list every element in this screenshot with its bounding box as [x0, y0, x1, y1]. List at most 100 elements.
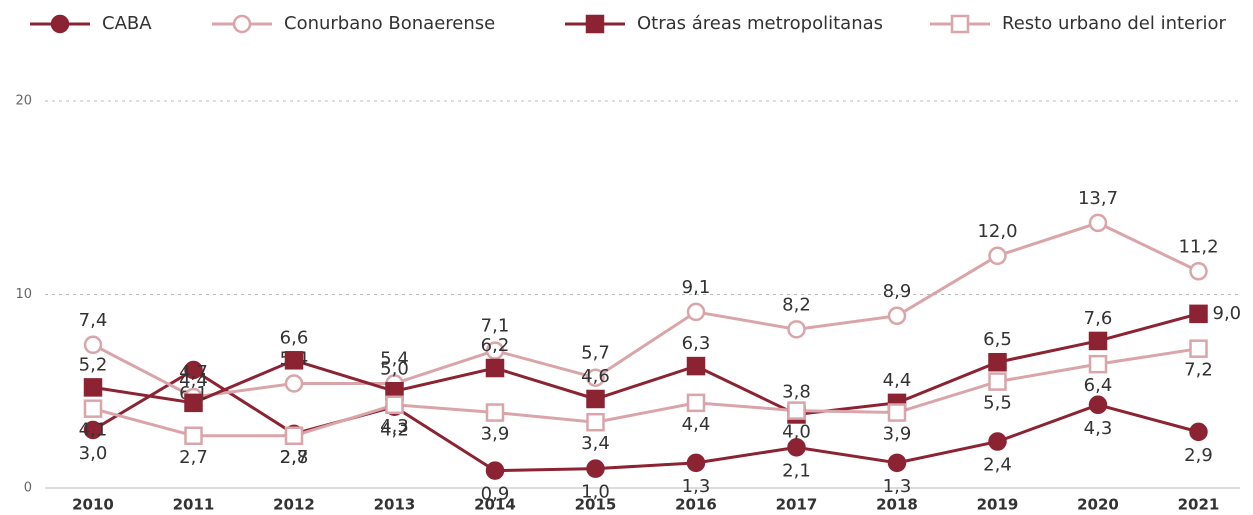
- x-tick-label: 2011: [173, 496, 215, 514]
- data-label: 7,6: [1084, 308, 1113, 329]
- data-point: [1088, 213, 1108, 233]
- data-point: [184, 426, 203, 446]
- legend-marker: [950, 14, 970, 34]
- data-label: 5,2: [79, 354, 108, 375]
- data-label: 2,1: [782, 460, 811, 481]
- data-label: 4,4: [682, 414, 711, 435]
- series-line: [92, 368, 1199, 473]
- data-label: 1,0: [581, 482, 610, 503]
- legend-marker: [50, 14, 70, 34]
- data-point: [586, 368, 605, 387]
- data-point: [83, 335, 103, 355]
- x-tick-label: 2021: [1178, 496, 1220, 514]
- data-label: 5,5: [983, 393, 1012, 414]
- data-label: 7,4: [79, 310, 108, 331]
- data-label: 4,3: [380, 416, 409, 437]
- data-point: [83, 399, 103, 418]
- data-point: [284, 426, 304, 446]
- data-point: [887, 306, 907, 326]
- data-label: 12,0: [977, 221, 1017, 242]
- y-tick-label: 0: [24, 481, 32, 496]
- data-label: 11,2: [1178, 236, 1218, 257]
- x-tick-label: 2014: [474, 496, 516, 514]
- data-label: 8,2: [782, 294, 811, 315]
- legend-label: Conurbano Bonaerense: [284, 13, 495, 34]
- data-point: [887, 403, 907, 422]
- data-label: 2,7: [179, 447, 208, 468]
- data-point: [485, 341, 505, 360]
- data-point: [1189, 339, 1208, 358]
- data-label: 8,9: [883, 281, 912, 302]
- data-label: 3,8: [782, 381, 811, 402]
- data-label: 4,7: [179, 362, 208, 383]
- data-label: 4,6: [581, 366, 610, 387]
- data-point: [83, 420, 103, 440]
- data-label: 3,9: [481, 424, 510, 445]
- data-label: 1,3: [682, 476, 711, 497]
- data-point: [1088, 354, 1108, 374]
- x-tick-label: 2013: [374, 496, 416, 514]
- data-point: [1189, 262, 1208, 281]
- data-point: [887, 453, 907, 473]
- data-label: 6,2: [481, 335, 510, 356]
- x-tick-label: 2018: [876, 496, 918, 514]
- data-label: 7,2: [1184, 360, 1213, 381]
- data-label: 1,3: [883, 476, 912, 497]
- x-tick-label: 2012: [273, 496, 315, 514]
- x-tick-label: 2010: [72, 496, 114, 514]
- x-tick-label: 2020: [1077, 496, 1119, 514]
- legend-label: Resto urbano del interior: [1002, 13, 1227, 34]
- data-label: 6,3: [682, 333, 711, 354]
- data-point: [686, 453, 706, 473]
- data-label: 5,0: [380, 358, 409, 379]
- data-label: 2,7: [280, 447, 309, 468]
- data-point: [686, 302, 706, 322]
- y-tick-label: 10: [15, 287, 32, 302]
- data-label: 4,4: [179, 370, 208, 391]
- data-point: [184, 393, 203, 413]
- data-point: [1088, 331, 1108, 351]
- data-label: 4,4: [883, 370, 912, 391]
- data-label: 6,6: [280, 327, 309, 348]
- data-point: [385, 395, 404, 415]
- data-point: [686, 393, 706, 413]
- data-label: 9,1: [682, 277, 711, 298]
- data-point: [284, 374, 304, 393]
- series-line: [92, 221, 1200, 399]
- data-label: 4,1: [79, 420, 108, 441]
- data-point: [485, 358, 505, 378]
- data-label: 13,7: [1078, 188, 1118, 209]
- legend-marker: [585, 14, 605, 34]
- data-point: [586, 389, 605, 409]
- data-label: 4,0: [782, 422, 811, 443]
- data-point: [686, 356, 706, 376]
- data-point: [1189, 304, 1208, 324]
- data-label: 7,1: [481, 316, 510, 337]
- data-label: 2,8: [280, 447, 309, 468]
- data-label: 3,0: [79, 443, 108, 464]
- y-tick-label: 20: [15, 94, 32, 109]
- data-label: 0,9: [481, 484, 510, 505]
- data-label: 9,0: [1213, 303, 1242, 324]
- data-label: 2,4: [983, 455, 1012, 476]
- data-point: [988, 246, 1007, 266]
- series-line: [92, 347, 1199, 438]
- data-label: 4,3: [1084, 418, 1113, 439]
- series-line: [92, 312, 1199, 417]
- x-tick-label: 2019: [977, 496, 1019, 514]
- x-tick-label: 2015: [575, 496, 617, 514]
- data-label: 6,4: [1084, 375, 1113, 396]
- x-tick-label: 2016: [675, 496, 717, 514]
- legend-label: CABA: [102, 13, 152, 34]
- data-label: 4,2: [380, 420, 409, 441]
- data-point: [787, 438, 806, 457]
- x-tick-label: 2017: [776, 496, 818, 514]
- data-label: 6,5: [983, 329, 1012, 350]
- data-point: [988, 372, 1007, 391]
- data-point: [1088, 395, 1108, 415]
- data-label: 3,9: [883, 424, 912, 445]
- data-label: 5,7: [581, 343, 610, 364]
- data-label: 3,4: [581, 433, 610, 454]
- data-point: [586, 412, 605, 432]
